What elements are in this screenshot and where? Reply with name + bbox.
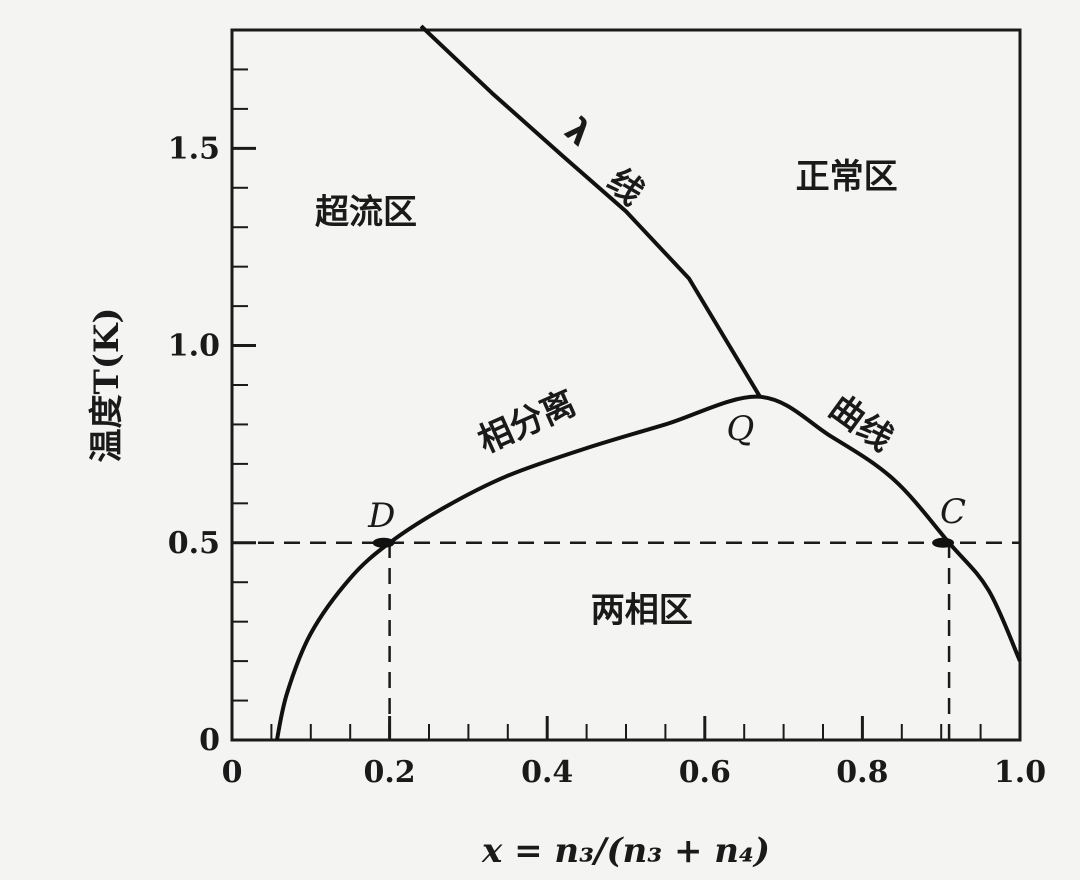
point-label: Q: [726, 409, 754, 449]
curve-label: 相分离: [472, 383, 581, 461]
intersection-marker: [932, 537, 955, 548]
curve-label: 曲线: [822, 387, 901, 459]
region-label: 超流区: [315, 192, 417, 232]
curve-label: 线: [599, 161, 651, 213]
point-label: C: [940, 492, 966, 532]
lambda-curve: [419, 24, 762, 398]
x-tick-label: 0.6: [679, 755, 731, 790]
y-tick-label: 0: [199, 723, 220, 758]
y-axis-ticks: 0 0.5 1.0 1.5: [168, 131, 256, 758]
x-axis-ticks: 0 0.2 0.4 0.6 0.8 1.0: [222, 716, 1046, 790]
y-tick-label: 1.5: [168, 131, 220, 166]
curve-label: λ: [557, 110, 599, 154]
plot-frame: [230, 28, 1022, 742]
reference-lines: [232, 541, 1020, 740]
region-label: 两相区: [591, 591, 693, 631]
series-layer: [274, 24, 1022, 741]
y-tick-label: 1.0: [168, 329, 220, 364]
y-axis-title: 温度T(K): [87, 307, 127, 462]
x-tick-label: 0.8: [836, 755, 888, 790]
region-label: 正常区: [796, 157, 898, 197]
x-tick-label: 0.2: [363, 755, 415, 790]
point-label: D: [367, 496, 395, 536]
x-tick-label: 0.4: [521, 755, 573, 790]
y-tick-label: 0.5: [168, 526, 220, 561]
intersection-marker: [372, 537, 395, 548]
x-tick-label: 1.0: [994, 755, 1046, 790]
x-tick-label: 0: [222, 755, 243, 790]
x-axis-title: x = n₃/(n₃ + n₄): [481, 831, 770, 871]
phase_separation-curve: [274, 394, 1022, 741]
